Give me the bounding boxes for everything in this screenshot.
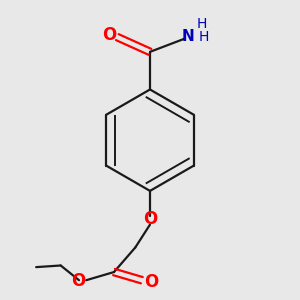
Text: H: H — [199, 30, 209, 44]
Text: O: O — [143, 210, 157, 228]
Text: O: O — [144, 273, 158, 291]
Text: O: O — [71, 272, 85, 290]
Text: H: H — [196, 17, 207, 31]
Text: O: O — [102, 26, 116, 44]
Text: N: N — [182, 28, 195, 44]
